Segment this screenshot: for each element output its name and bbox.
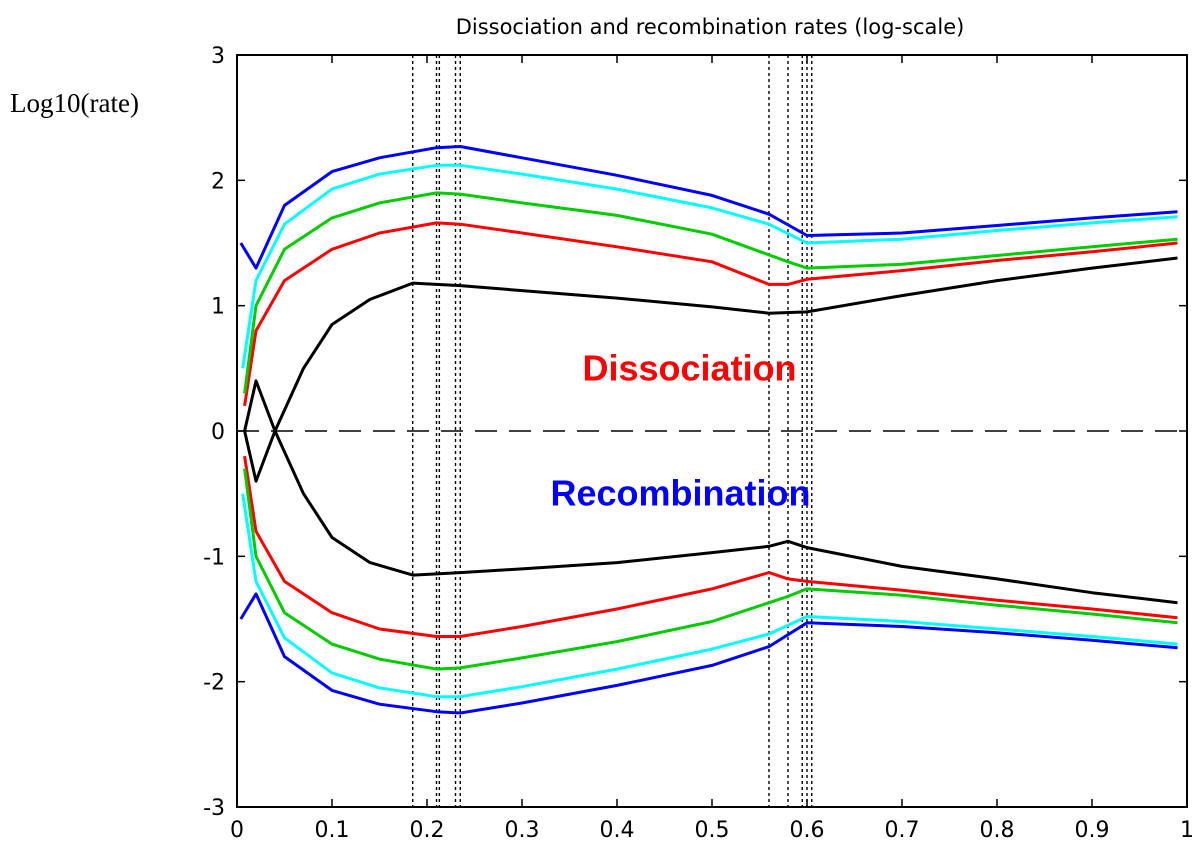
y-tick-label: 1 [211,295,225,320]
x-tick-label: 0.6 [790,818,825,843]
x-tick-label: 0.8 [980,818,1015,843]
y-axis-label: Log10(rate) [10,88,139,118]
annotation-recombination: Recombination [551,473,811,514]
x-tick-label: 0.9 [1075,818,1110,843]
y-tick-labels: -3 -2 -1 0 1 2 3 [203,44,225,821]
y-tick-label: 3 [211,44,225,69]
vertical-marker-lines [412,55,813,807]
x-tick-label: 0.4 [600,818,635,843]
series-line-2 [243,221,1178,407]
series-group [239,145,1178,715]
x-tick-label: 0.3 [505,818,540,843]
y-tick-label: 2 [211,169,225,194]
series-line-7 [243,455,1178,638]
series-line-9 [241,493,1178,699]
series-line-1 [243,256,1178,433]
x-tick-label: 1 [1180,818,1194,843]
x-tick-label: 0.5 [695,818,730,843]
y-tick-label: 0 [211,420,225,445]
x-tick-label: 0 [230,818,244,843]
annotations: Dissociation Recombination [551,347,811,513]
x-tick-label: 0.7 [885,818,920,843]
series-line-10 [239,592,1178,715]
x-tick-labels: 0 0.1 0.2 0.3 0.4 0.5 0.6 0.7 0.8 0.9 1 [230,818,1194,843]
y-tick-label: -2 [203,671,225,696]
y-tick-label: -1 [203,545,225,570]
axis-ticks [236,54,1188,808]
x-tick-label: 0.2 [410,818,445,843]
series-line-3 [243,191,1178,394]
series-line-4 [241,163,1178,369]
annotation-dissociation: Dissociation [583,347,797,388]
series-line-8 [243,468,1178,671]
series-line-6 [243,429,1178,605]
series-line-5 [239,145,1178,270]
chart-title: Dissociation and recombination rates (lo… [456,15,965,39]
x-tick-label: 0.1 [315,818,350,843]
y-tick-label: -3 [203,796,225,821]
